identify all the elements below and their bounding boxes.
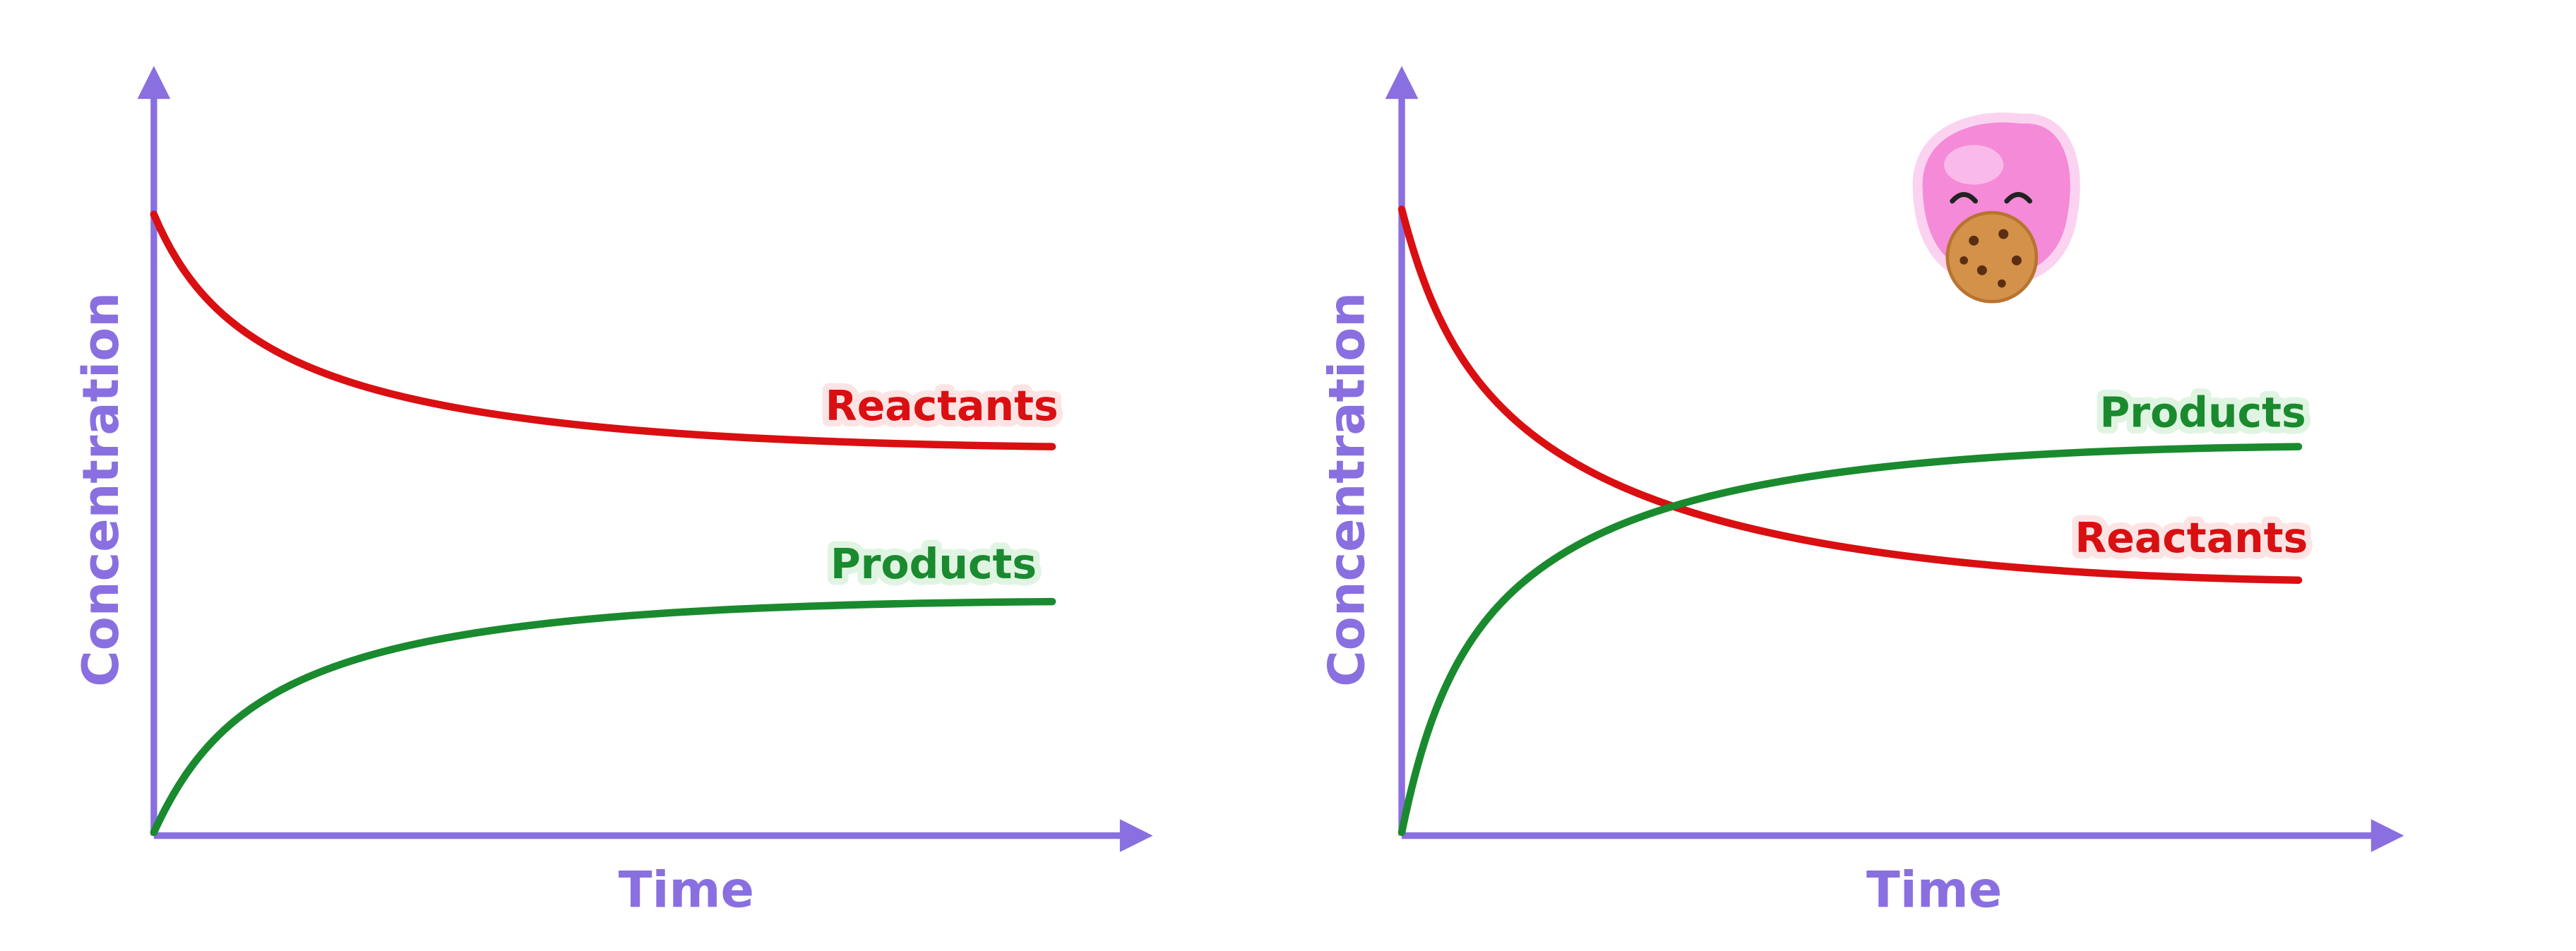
curve-label: Products: [2100, 388, 2306, 436]
x-axis-label: Time: [1866, 861, 2002, 919]
products-curve: [150, 597, 1056, 837]
x-axis-label: Time: [619, 861, 754, 919]
reactants-curve: [150, 210, 1056, 450]
x-axis-arrow: [1119, 819, 1153, 852]
mascot: [1912, 112, 2080, 304]
y-axis-arrow: [1385, 66, 1419, 100]
panel-right: Concentration Time Products Reactants: [1318, 66, 2404, 919]
reactants-curve: [1397, 205, 2303, 584]
y-axis-label: Concentration: [1318, 292, 1376, 687]
x-axis-arrow: [2371, 819, 2404, 852]
y-axis-label: Concentration: [72, 292, 130, 687]
panel-left: Concentration Time Reactants Products: [72, 66, 1153, 919]
curve-label: Products: [830, 540, 1037, 588]
y-axis-arrow: [137, 66, 171, 100]
products-curve: [1397, 443, 2303, 837]
curve-label: Reactants: [825, 382, 1059, 430]
curve-label: Reactants: [2075, 514, 2308, 562]
